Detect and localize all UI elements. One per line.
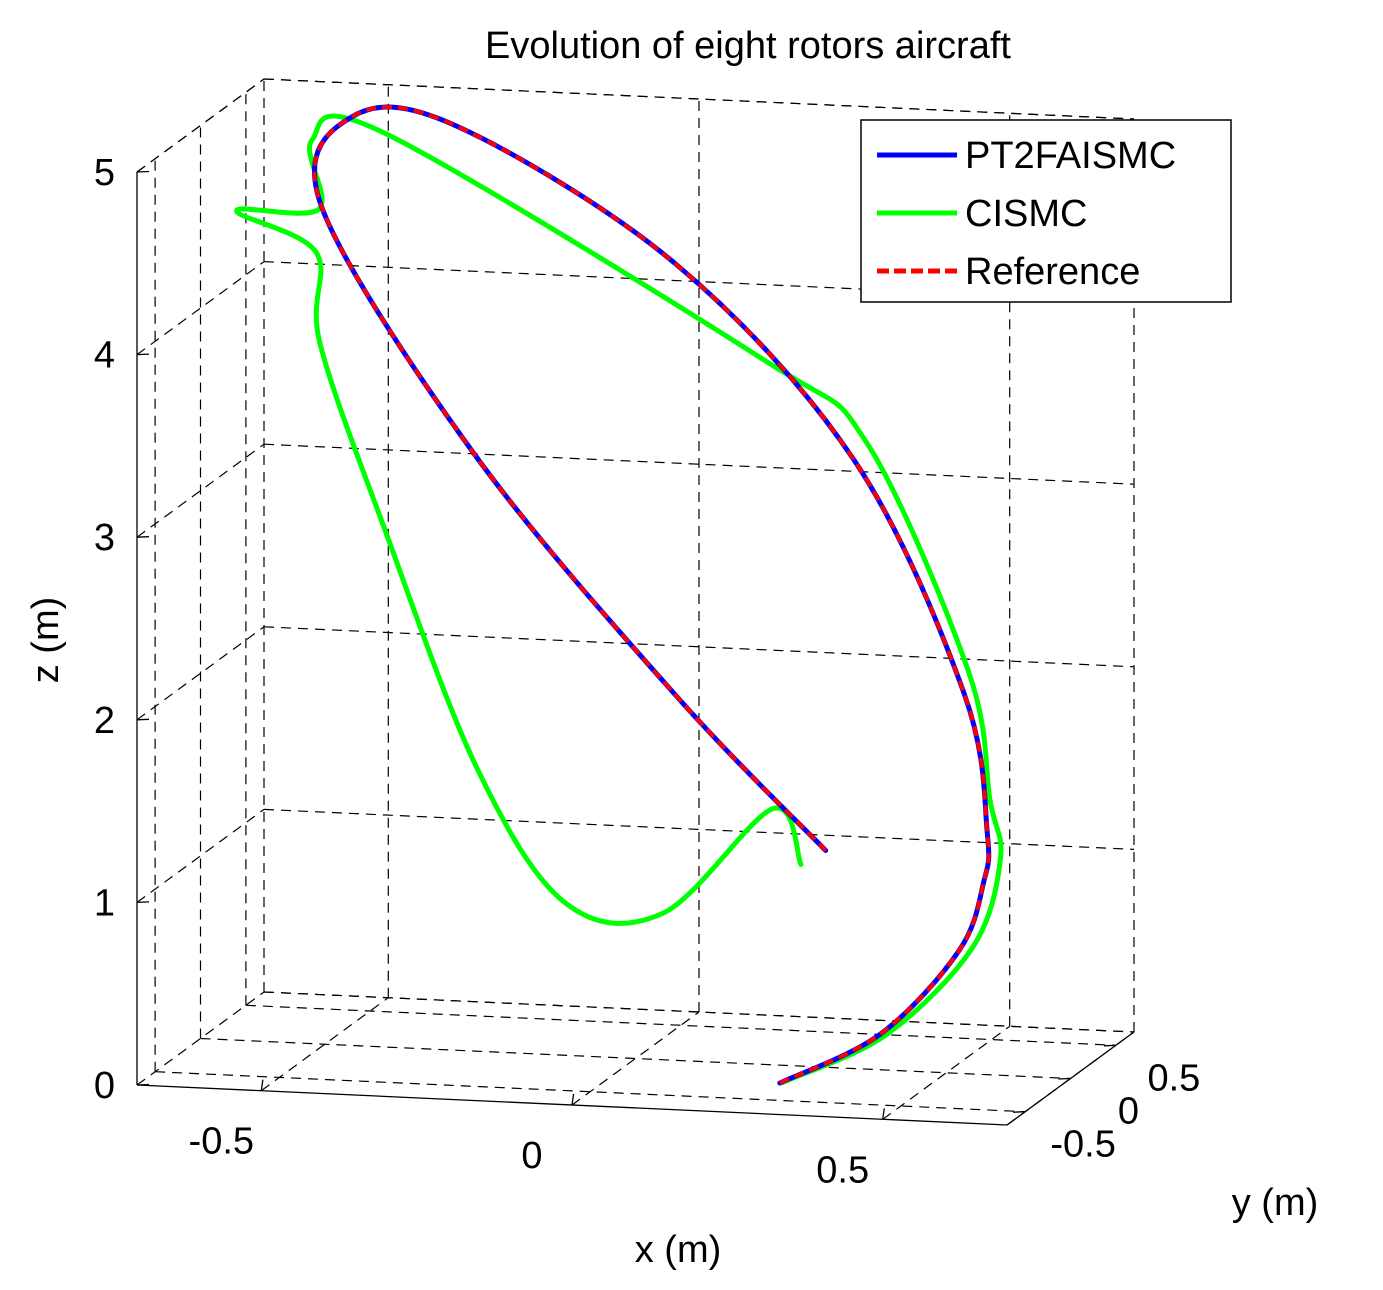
- x-grid-line-floor: [571, 1011, 700, 1106]
- z-grid-line-left: [136, 626, 265, 721]
- axis-lines: [136, 170, 1135, 1126]
- x-tick-mark: [882, 1108, 885, 1120]
- x-axis-label: x (m): [635, 1229, 722, 1271]
- z-grid-line-left: [136, 78, 265, 173]
- y-grid-line-floor: [245, 1004, 1116, 1046]
- x-tick-label: 0.5: [816, 1149, 869, 1191]
- z-tick-mark: [136, 536, 150, 538]
- z-tick-label: 3: [94, 517, 115, 559]
- z-grid-line-left: [136, 991, 265, 1086]
- z-tick-label: 4: [94, 335, 115, 377]
- x-grid-line-floor: [260, 997, 389, 1092]
- z-grid-line-back: [263, 261, 1135, 303]
- y-tick-mark: [1058, 1077, 1071, 1080]
- z-tick-label: 1: [94, 882, 115, 924]
- grid-lines: [136, 78, 1135, 1120]
- z-grid-line-left: [136, 443, 265, 538]
- x-tick-label: -0.5: [189, 1121, 254, 1163]
- x-tick-mark: [260, 1079, 264, 1091]
- y-tick-mark: [1103, 1044, 1116, 1047]
- z-grid-line-left: [136, 808, 265, 903]
- y-grid-line-floor: [200, 1037, 1071, 1080]
- x-tick-label: 0: [521, 1135, 542, 1177]
- z-tick-mark: [136, 170, 150, 173]
- y-tick-label: -0.5: [1050, 1124, 1115, 1166]
- x-grid-line-floor: [882, 1025, 1011, 1120]
- x-tick-mark: [571, 1093, 575, 1106]
- series-line-reference: [312, 105, 991, 1085]
- series-layer: [234, 104, 1004, 1086]
- z-tick-mark: [136, 718, 150, 721]
- z-grid-line-back: [263, 626, 1135, 668]
- y-grid-line-floor: [155, 1071, 1026, 1113]
- legend-label-pt2faismc: PT2FAISMC: [965, 135, 1176, 177]
- z-grid-line-back: [263, 991, 1135, 1033]
- legend-label-cismc: CISMC: [965, 193, 1087, 235]
- z-grid-line-back: [263, 78, 1135, 120]
- z-tick-mark: [136, 1083, 150, 1086]
- y-tick-label: 0.5: [1147, 1057, 1200, 1099]
- z-tick-mark: [136, 353, 150, 356]
- z-tick-label: 0: [94, 1065, 115, 1107]
- y-axis-label: y (m): [1232, 1182, 1319, 1224]
- y-tick-label: 0: [1118, 1091, 1139, 1133]
- z-grid-line-left: [136, 261, 265, 356]
- legend: PT2FAISMC CISMC Reference: [860, 119, 1232, 303]
- z-grid-line-back: [263, 443, 1135, 485]
- y-tick-mark: [1013, 1111, 1026, 1113]
- z-tick-label: 2: [94, 700, 115, 742]
- chart-title: Evolution of eight rotors aircraft: [485, 25, 1011, 67]
- series-line-cismc: [234, 113, 1004, 1086]
- z-grid-line-back: [263, 808, 1135, 850]
- legend-label-reference: Reference: [965, 251, 1140, 293]
- z-tick-mark: [136, 901, 150, 904]
- z-axis-label: z (m): [25, 597, 67, 684]
- z-tick-label: 5: [94, 152, 115, 194]
